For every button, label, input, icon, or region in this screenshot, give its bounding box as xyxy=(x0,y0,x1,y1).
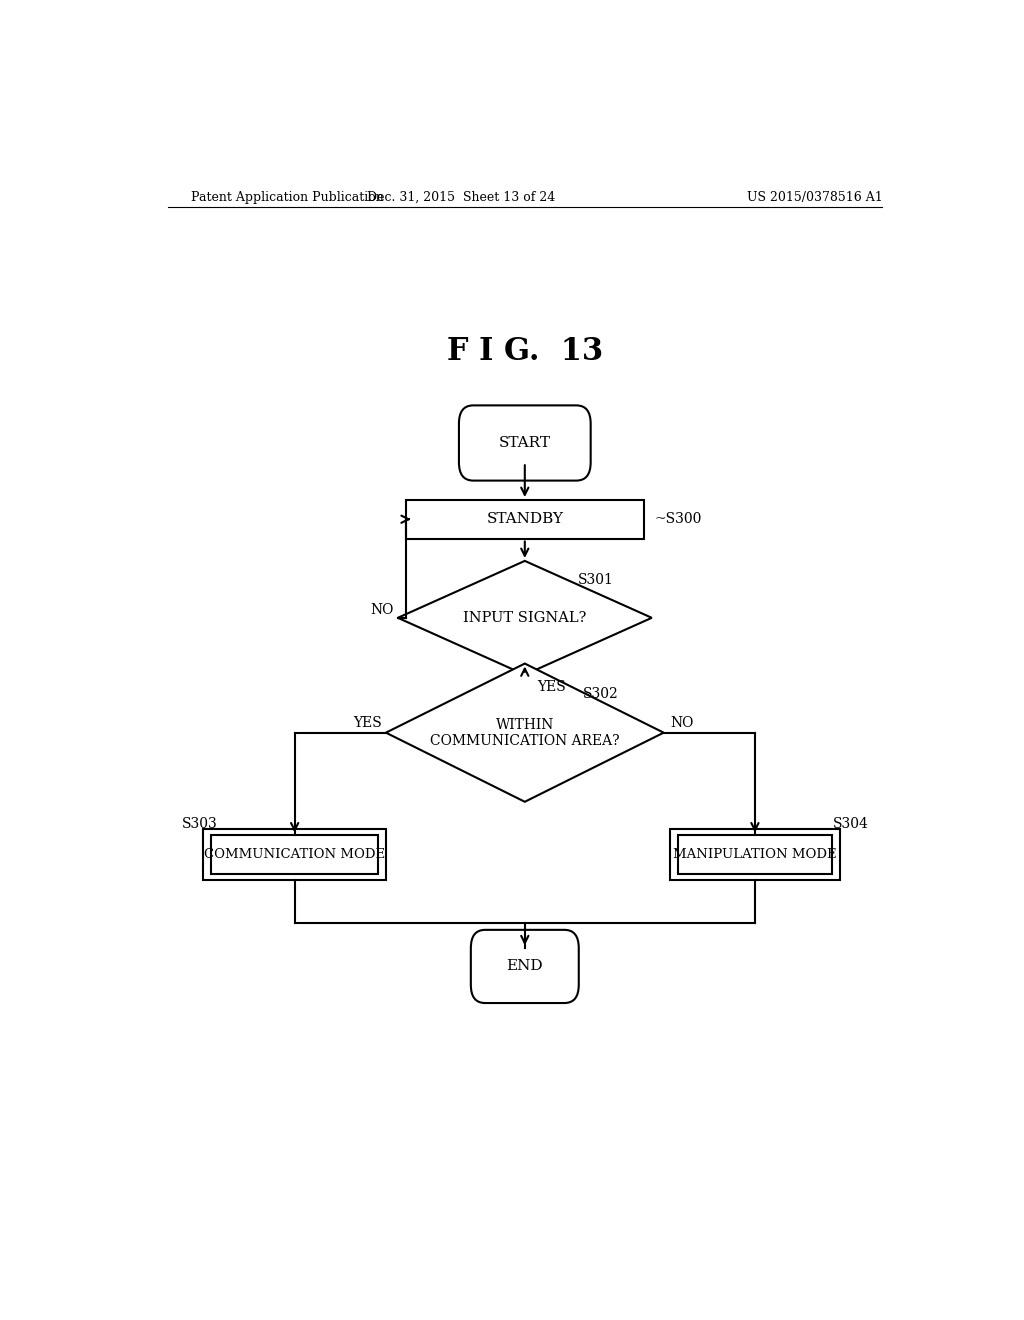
Bar xyxy=(678,836,833,874)
Bar xyxy=(204,829,386,880)
Bar xyxy=(211,836,378,874)
Text: S303: S303 xyxy=(182,817,218,832)
Text: Patent Application Publication: Patent Application Publication xyxy=(191,190,384,203)
Text: WITHIN
COMMUNICATION AREA?: WITHIN COMMUNICATION AREA? xyxy=(430,718,620,747)
Text: INPUT SIGNAL?: INPUT SIGNAL? xyxy=(463,611,587,624)
Text: MANIPULATION MODE: MANIPULATION MODE xyxy=(673,849,837,861)
Bar xyxy=(670,829,841,880)
Text: Dec. 31, 2015  Sheet 13 of 24: Dec. 31, 2015 Sheet 13 of 24 xyxy=(368,190,555,203)
Text: NO: NO xyxy=(670,715,693,730)
Text: COMMUNICATION MODE: COMMUNICATION MODE xyxy=(204,849,385,861)
Polygon shape xyxy=(397,561,652,675)
Text: NO: NO xyxy=(371,603,394,616)
Text: F I G.  13: F I G. 13 xyxy=(446,337,603,367)
FancyBboxPatch shape xyxy=(471,929,579,1003)
Text: END: END xyxy=(507,960,543,973)
Text: S301: S301 xyxy=(578,573,613,587)
Text: US 2015/0378516 A1: US 2015/0378516 A1 xyxy=(748,190,883,203)
Text: ~S300: ~S300 xyxy=(654,512,701,527)
Text: S304: S304 xyxy=(833,817,868,832)
Text: YES: YES xyxy=(353,715,382,730)
Text: S302: S302 xyxy=(583,688,618,701)
Text: START: START xyxy=(499,436,551,450)
FancyBboxPatch shape xyxy=(459,405,591,480)
Bar xyxy=(406,500,644,539)
Text: STANDBY: STANDBY xyxy=(486,512,563,527)
Polygon shape xyxy=(386,664,664,801)
Text: YES: YES xyxy=(537,680,565,694)
